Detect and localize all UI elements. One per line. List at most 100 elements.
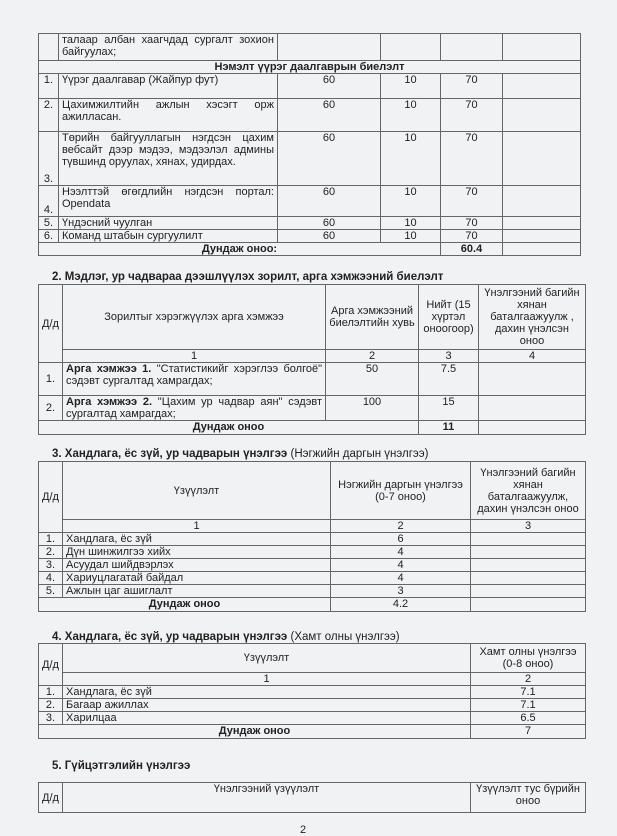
table-cell: Хариуцлагатай байдал: [62, 571, 331, 585]
column-header: Үзүүлэлт тус бүрийн оноо: [470, 782, 586, 813]
column-header: Д/д: [38, 782, 63, 813]
table-cell: 4: [330, 545, 471, 559]
header-row: Д/д Үнэлгээний үзүүлэлт Үзүүлэлт тус бүрий…: [38, 782, 586, 813]
table-cell: [277, 33, 381, 61]
section-5-title: 5. Гүйцэтгэлийн үнэлгээ: [52, 760, 191, 772]
table-cell: Нээлттэй өгөгдлийн нэгдсэн портал: Opend…: [58, 185, 278, 217]
table-cell: [502, 216, 581, 230]
table-cell: Багаар ажиллах: [62, 698, 471, 712]
total-value: 4.2: [330, 597, 471, 612]
column-header: Нийт (15 хүртэл оноогоор): [418, 284, 479, 350]
table-cell: Цахимжилтийн ажлын хэсэгт орж ажилласан.: [58, 98, 278, 132]
table-cell: 1.: [38, 532, 63, 546]
total-row: Дундаж оноо 4.2: [38, 597, 586, 612]
table-cell: 70: [440, 185, 503, 217]
table-cell: 5.: [38, 216, 59, 230]
section-3-title-text: 3. Хандлага, ёс зүй, ур чадварын үнэлгээ: [52, 448, 288, 460]
table-cell: [502, 33, 581, 61]
table-cell: Үүрэг даалгавар (Жайпур фут): [58, 73, 278, 99]
table-cell: Хандлага, ёс зүй: [62, 532, 331, 546]
table-cell: Команд штабын сургуулилт: [58, 229, 278, 243]
table-cell: 2: [325, 349, 419, 363]
total-row: Дундаж оноо: 60.4: [38, 242, 581, 256]
table-row: 4. Хариуцлагатай байдал 4: [38, 571, 586, 585]
table-cell: 15: [418, 395, 479, 421]
table-cell: 2.: [38, 98, 59, 132]
table-cell: [380, 33, 441, 61]
table-row: 4. Нээлттэй өгөгдлийн нэгдсэн портал: Ope…: [38, 185, 581, 217]
column-header: Нэгжийн даргын үнэлгээ (0-7 оноо): [330, 461, 471, 520]
table-cell: 4.: [38, 571, 63, 585]
team-evaluation-table: Д/д Үзүүлэлт Хамт олны үнэлгээ (0-8 оноо) 1…: [38, 643, 586, 739]
total-row: Дундаж оноо 7: [38, 724, 586, 739]
section-4-title-note: (Хамт олны үнэлгээ): [290, 631, 400, 643]
table-cell: 2: [470, 672, 586, 686]
table-cell: 60: [277, 185, 381, 217]
measure-label: Арга хэмжээ 1.: [66, 363, 152, 375]
table-cell: 1: [62, 672, 471, 686]
table-cell: 1.: [38, 73, 59, 99]
table-row: талаар албан хаагчдад сургалт зохион бай…: [38, 33, 581, 61]
total-row: Дундаж оноо 11: [38, 420, 586, 435]
table-cell: 10: [380, 98, 441, 132]
header-row: Д/д Зорилтыг хэрэгжүүлэх арга хэмжээ Арга …: [38, 284, 586, 363]
table-cell: 4: [330, 571, 471, 585]
table-cell: 70: [440, 131, 503, 186]
table-row: 2. Арга хэмжээ 2. "Цахим ур чадвар аян" с…: [38, 395, 586, 421]
column-header: Үзүүлэлт: [62, 461, 331, 520]
table-cell: 1.: [38, 685, 63, 699]
section-4-title: 4. Хандлага, ёс зүй, ур чадварын үнэлгээ…: [52, 631, 400, 643]
table-cell: [470, 558, 586, 572]
table-cell: 60: [277, 229, 381, 243]
measure-label: Арга хэмжээ 2.: [66, 396, 153, 408]
total-value: 60.4: [440, 242, 503, 256]
table-cell: [502, 185, 581, 217]
table-cell: Төрийн байгууллагын нэгдсэн цахим вебсай…: [58, 131, 278, 186]
table-cell: 3.: [38, 711, 63, 725]
section-3-title: 3. Хандлага, ёс зүй, ур чадварын үнэлгээ…: [52, 448, 428, 460]
table-cell: [470, 532, 586, 546]
total-label: Дундаж оноо: [38, 724, 471, 739]
column-header: Хамт олны үнэлгээ (0-8 оноо): [470, 643, 586, 673]
table-cell: 4: [330, 558, 471, 572]
table-cell: 2: [330, 519, 471, 533]
section-header-row: Нэмэлт үүрэг даалгаврын биелэлт: [38, 60, 581, 74]
performance-table: Д/д Үнэлгээний үзүүлэлт Үзүүлэлт тус бүрий…: [38, 782, 586, 813]
table-cell: 4: [478, 349, 586, 363]
table-cell: 4.: [38, 185, 59, 217]
manager-evaluation-table: Д/д Үзүүлэлт Нэгжийн даргын үнэлгээ (0-7 о…: [38, 461, 586, 612]
column-header: Зорилтыг хэрэгжүүлэх арга хэмжээ: [62, 284, 326, 350]
table-cell: [478, 362, 586, 396]
table-cell: [470, 597, 586, 612]
table-cell: 6.5: [470, 711, 586, 725]
header-row: Д/д Үзүүлэлт Хамт олны үнэлгээ (0-8 оноо): [38, 643, 586, 686]
table-cell: 10: [380, 216, 441, 230]
table-cell: 2.: [38, 395, 63, 421]
skills-table: Д/д Зорилтыг хэрэгжүүлэх арга хэмжээ Арга …: [38, 284, 586, 435]
table-row: 2. Цахимжилтийн ажлын хэсэгт орж ажилласа…: [38, 98, 581, 132]
table-cell: 3.: [38, 131, 59, 186]
table-cell: Хандлага, ёс зүй: [62, 685, 471, 699]
table-cell: [478, 395, 586, 421]
total-label: Дундаж оноо: [38, 420, 419, 435]
section-2-title: 2. Мэдлэг, ур чадвараа дээшлүүлэх зорилт…: [52, 271, 444, 283]
table-cell: 10: [380, 131, 441, 186]
table-cell: Ажлын цаг ашиглалт: [62, 584, 331, 598]
column-header: Үнэлгээний багийн хянан баталгаажуулж, д…: [470, 461, 586, 520]
column-header: Д/д: [38, 461, 63, 533]
table-cell: 60: [277, 131, 381, 186]
section-header: Нэмэлт үүрэг даалгаврын биелэлт: [38, 60, 581, 74]
table-row: 2. Багаар ажиллах 7.1: [38, 698, 586, 712]
section-3-title-note: (Нэгжийн даргын үнэлгээ): [290, 448, 429, 460]
table-row: 3. Төрийн байгууллагын нэгдсэн цахим вебс…: [38, 131, 581, 186]
table-cell: 70: [440, 216, 503, 230]
table-row: 6. Команд штабын сургуулилт 60 10 70: [38, 229, 581, 243]
measure-text: "Статистикийг хэрэглээ болгоё" сэдэвт су…: [66, 363, 322, 387]
table-cell: 3: [330, 584, 471, 598]
column-header: Арга хэмжээний биелэлтийн хувь: [325, 284, 419, 350]
table-cell: 60: [277, 98, 381, 132]
table-cell: 70: [440, 73, 503, 99]
